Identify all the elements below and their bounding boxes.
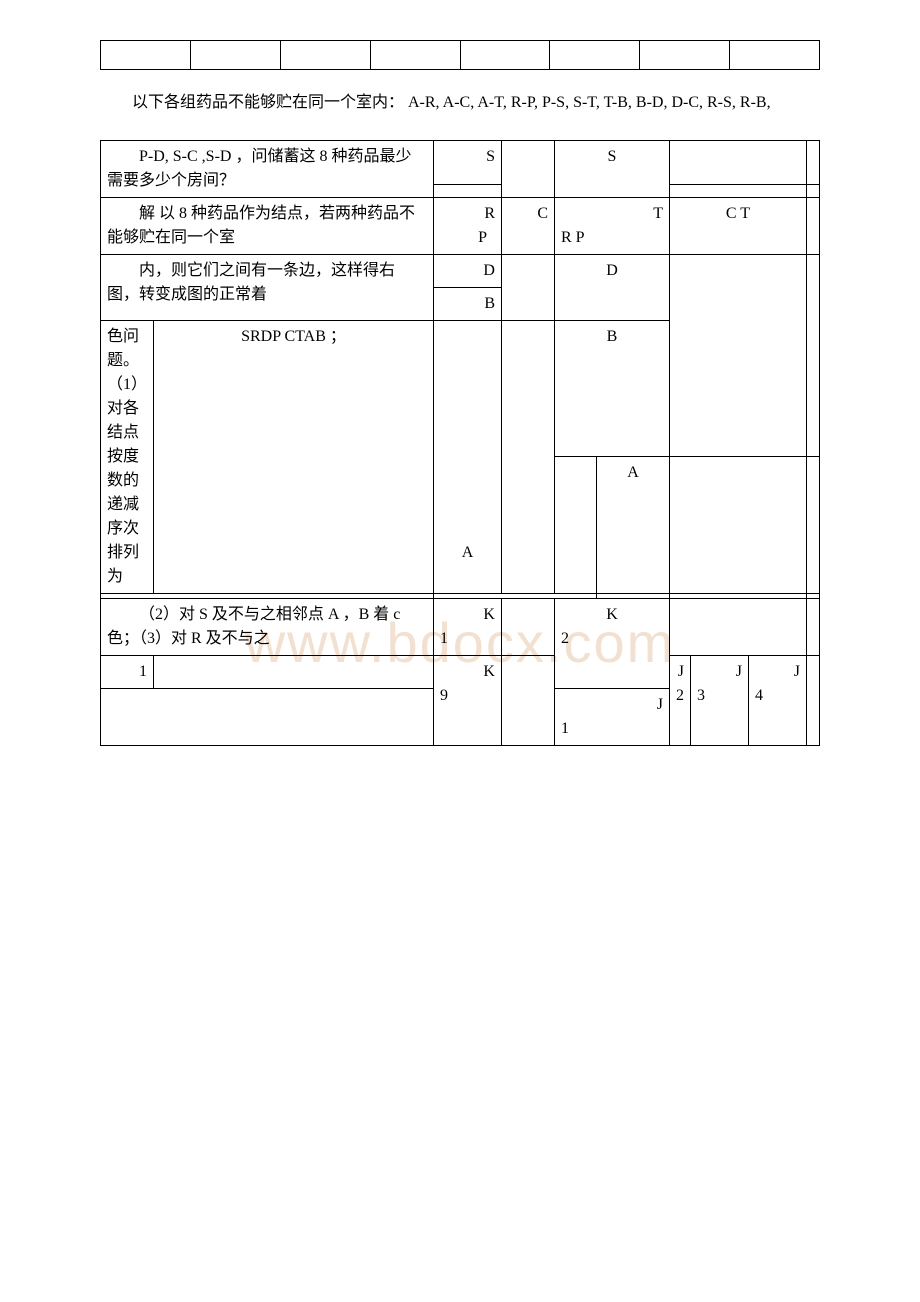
- cell-text: J 4: [748, 655, 806, 745]
- top-cell: [101, 41, 191, 69]
- text: 3: [697, 684, 742, 708]
- main-table: P-D, S-C ,S-D ，问储蓄这 8 种药品最少需要多少个房间？ S S …: [100, 140, 820, 746]
- text: R P: [561, 226, 663, 250]
- top-cell: [191, 41, 281, 69]
- cell-text: J 2: [669, 655, 690, 745]
- cell-text: J 1: [554, 688, 669, 745]
- text: J: [697, 660, 742, 684]
- text: 9: [440, 684, 495, 708]
- cell-text: D: [433, 254, 501, 287]
- text: K: [440, 660, 495, 684]
- cell-text: D: [554, 254, 669, 320]
- table-row: （2）对 S 及不与之相邻点 A ，B 着 c 色；（3）对 R 及不与之 K …: [101, 598, 820, 655]
- text: D: [606, 262, 618, 279]
- text: J: [561, 693, 663, 717]
- cell-text: 解 以 8 种药品作为结点，若两种药品不能够贮在同一个室: [101, 197, 434, 254]
- text: J: [755, 660, 800, 684]
- cell-empty: [501, 320, 554, 593]
- text: 内，则它们之间有一条边，这样得右图，转变成图的正常着: [107, 259, 427, 307]
- text: S: [608, 148, 617, 165]
- cell-text: A: [433, 320, 501, 593]
- table-row: 解 以 8 种药品作为结点，若两种药品不能够贮在同一个室 R P C T R P…: [101, 197, 820, 254]
- cell-text: （2）对 S 及不与之相邻点 A ，B 着 c 色；（3）对 R 及不与之: [101, 598, 434, 655]
- text: K: [561, 603, 663, 627]
- cell-text: K 1: [433, 598, 501, 655]
- cell-empty: [806, 598, 819, 655]
- text: T: [561, 202, 663, 226]
- cell-text: SRDP CTAB ；: [154, 320, 434, 593]
- top-cell: [640, 41, 730, 69]
- cell-empty: [501, 598, 554, 655]
- text: 1: [561, 717, 663, 741]
- text: A: [462, 544, 474, 561]
- cell-empty: [806, 140, 819, 185]
- cell-text: B: [433, 287, 501, 320]
- top-cell: [730, 41, 819, 69]
- top-empty-row: [100, 40, 820, 70]
- cell-empty: [669, 140, 806, 185]
- cell-empty: [501, 655, 554, 745]
- cell-text: C: [501, 197, 554, 254]
- cell-text: S: [433, 140, 501, 185]
- text: K: [440, 603, 495, 627]
- cell-empty: [154, 655, 434, 688]
- cell-text: A: [596, 457, 669, 594]
- top-cell: [281, 41, 371, 69]
- cell-text: K 9: [433, 655, 501, 745]
- cell-empty: [806, 457, 819, 594]
- cell-empty: [669, 457, 806, 594]
- cell-text: J 3: [690, 655, 748, 745]
- cell-empty: [806, 185, 819, 197]
- text: 解 以 8 种药品作为结点，若两种药品不能够贮在同一个室: [107, 202, 427, 250]
- table-row: 内，则它们之间有一条边，这样得右图，转变成图的正常着 D D: [101, 254, 820, 287]
- cell-empty: [669, 598, 806, 655]
- text: （2）对 S 及不与之相邻点 A ，B 着 c 色；（3）对 R 及不与之: [107, 603, 427, 651]
- text: 4: [755, 684, 800, 708]
- table-row: P-D, S-C ,S-D ，问储蓄这 8 种药品最少需要多少个房间？ S S: [101, 140, 820, 185]
- cell-text: P-D, S-C ,S-D ，问储蓄这 8 种药品最少需要多少个房间？: [101, 140, 434, 197]
- top-cell: [550, 41, 640, 69]
- text: 色问题。（1）对各结点按度数的递减序次排列为: [107, 328, 147, 585]
- text: 2: [676, 684, 684, 708]
- cell-empty: [554, 457, 596, 594]
- cell-empty: [806, 197, 819, 254]
- cell-text: R P: [433, 197, 501, 254]
- cell-empty: [433, 185, 501, 197]
- cell-text: K 2: [554, 598, 669, 688]
- table-row: 1 K 9 J 2 J 3 J 4: [101, 655, 820, 688]
- cell-text: 1: [101, 655, 154, 688]
- text: 1: [440, 627, 495, 651]
- cell-empty: [501, 254, 554, 320]
- cell-empty: [669, 254, 806, 457]
- cell-text: B: [554, 320, 669, 457]
- top-cell: [371, 41, 461, 69]
- intro-paragraph: 以下各组药品不能够贮在同一个室内： A-R, A-C, A-T, R-P, P-…: [100, 90, 820, 116]
- text: 2: [561, 627, 663, 651]
- cell-empty: [806, 254, 819, 457]
- text: P-D, S-C ,S-D ，问储蓄这 8 种药品最少需要多少个房间？: [107, 145, 427, 193]
- cell-empty: [806, 655, 819, 745]
- cell-empty: [101, 688, 434, 745]
- cell-text: 内，则它们之间有一条边，这样得右图，转变成图的正常着: [101, 254, 434, 320]
- text: P: [478, 229, 487, 246]
- cell-text: T R P: [554, 197, 669, 254]
- text: R: [484, 205, 495, 222]
- cell-empty: [669, 185, 806, 197]
- top-cell: [461, 41, 551, 69]
- text: J: [676, 660, 684, 684]
- cell-text: 色问题。（1）对各结点按度数的递减序次排列为: [101, 320, 154, 593]
- cell-text: C T: [669, 197, 806, 254]
- cell-empty: S: [554, 140, 669, 197]
- cell-empty: [501, 140, 554, 197]
